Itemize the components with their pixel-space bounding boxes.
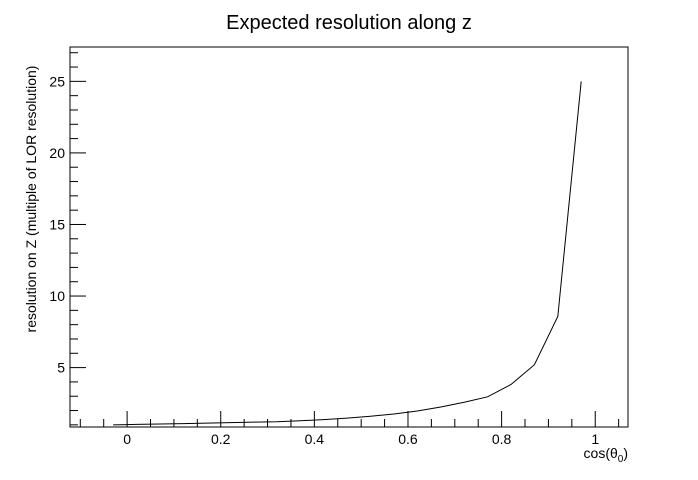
x-tick-label: 0.8 — [492, 431, 512, 447]
x-axis-label-main: cos(θ — [584, 445, 618, 461]
x-tick-label: 1 — [591, 431, 599, 447]
x-axis-label-subscript: 0 — [618, 454, 624, 465]
y-axis-label: resolution on Z (multiple of LOR resolut… — [23, 66, 39, 333]
x-tick-label: 0 — [123, 431, 131, 447]
x-tick-label: 0.4 — [305, 431, 325, 447]
y-tick-label: 5 — [57, 360, 65, 376]
x-axis-label: cos(θ0) — [584, 445, 628, 465]
y-tick-label: 10 — [49, 288, 65, 304]
y-tick-label: 15 — [49, 216, 65, 232]
x-axis-label-suffix: ) — [623, 445, 628, 461]
y-tick-label: 20 — [49, 145, 65, 161]
data-line — [113, 81, 582, 426]
chart-title: Expected resolution along z — [226, 12, 472, 34]
x-tick-label: 0.6 — [398, 431, 418, 447]
y-tick-label: 25 — [49, 73, 65, 89]
axis-ticks — [70, 52, 620, 427]
x-tick-label: 0.2 — [211, 431, 231, 447]
plot-frame — [69, 46, 629, 428]
